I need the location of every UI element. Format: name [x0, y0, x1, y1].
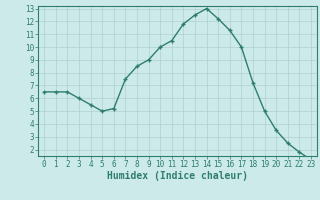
X-axis label: Humidex (Indice chaleur): Humidex (Indice chaleur) — [107, 171, 248, 181]
